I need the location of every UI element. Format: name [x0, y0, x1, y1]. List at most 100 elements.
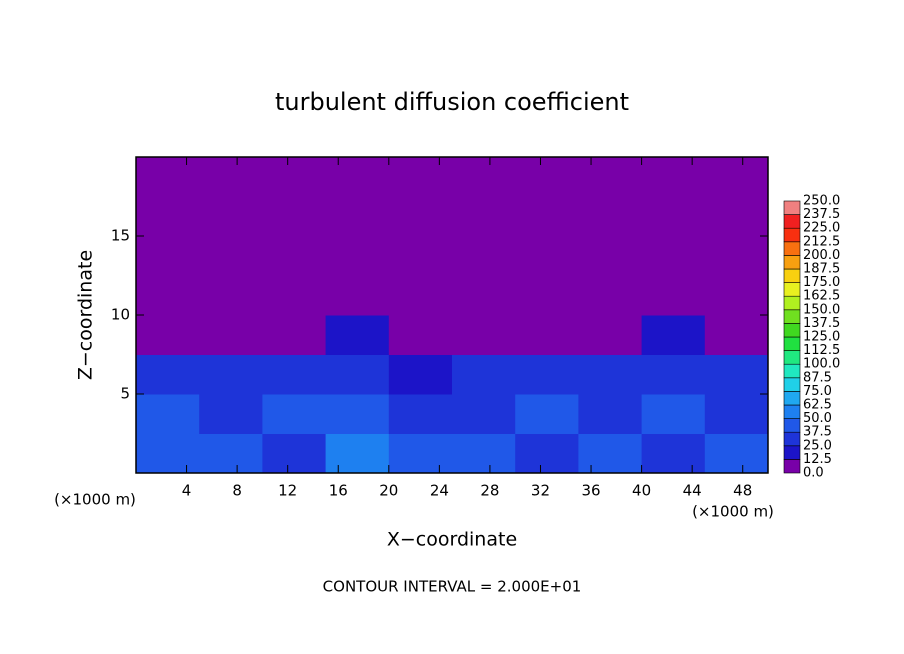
- field-cell: [325, 196, 390, 237]
- field-cell: [452, 315, 516, 355]
- field-cell: [515, 394, 579, 434]
- colorbar-label: 50.0: [803, 411, 832, 426]
- field-cell: [452, 433, 516, 474]
- field-cell: [515, 275, 579, 316]
- colorbar-swatch: [783, 309, 801, 324]
- x-tick-label: 44: [683, 482, 702, 500]
- field-cell: [136, 433, 200, 474]
- colorbar-swatch: [783, 377, 801, 392]
- x-tick-label: 16: [329, 482, 348, 500]
- field-cell: [262, 354, 327, 395]
- field-cell: [262, 196, 327, 237]
- x-tick-label: 8: [232, 482, 242, 500]
- colorbar-swatch: [783, 404, 801, 419]
- x-tick-label: 48: [733, 482, 752, 500]
- field-cell: [388, 394, 453, 434]
- field-cell: [388, 433, 453, 474]
- field-cell: [136, 157, 200, 197]
- colorbar-label: 125.0: [803, 330, 840, 345]
- field-cell: [515, 315, 579, 355]
- field-cell: [578, 354, 643, 395]
- colorbar-swatch: [783, 445, 801, 460]
- field-cell: [515, 157, 579, 197]
- field-cell: [199, 196, 263, 237]
- field-cell: [578, 433, 643, 474]
- field-cell: [388, 275, 453, 316]
- x-tick-label: 32: [531, 482, 550, 500]
- colorbar-swatch: [783, 418, 801, 433]
- colorbar-label: 187.5: [803, 262, 840, 277]
- field-cell: [641, 354, 706, 395]
- colorbar-label: 237.5: [803, 207, 840, 222]
- field-cell: [452, 157, 516, 197]
- colorbar-swatch: [783, 350, 801, 365]
- field-cell: [262, 394, 327, 434]
- x-tick-label: 40: [632, 482, 651, 500]
- footer-note: CONTOUR INTERVAL = 2.000E+01: [323, 578, 582, 596]
- field-cell: [262, 315, 327, 355]
- field-cell: [325, 157, 390, 197]
- colorbar-swatch: [783, 295, 801, 311]
- y-tick-label: 5: [120, 385, 130, 403]
- field-cell: [136, 196, 200, 237]
- field-cell: [704, 433, 769, 474]
- colorbar-swatch: [783, 200, 801, 215]
- colorbar-swatch: [783, 431, 801, 447]
- field-cell: [199, 275, 263, 316]
- field-cell: [262, 157, 327, 197]
- x-tick-label: 28: [480, 482, 499, 500]
- field-cell: [199, 433, 263, 474]
- field-cell: [199, 157, 263, 197]
- field-cell: [199, 354, 263, 395]
- colorbar-swatch: [783, 282, 801, 297]
- y-axis-title: Z−coordinate: [75, 250, 97, 380]
- field-cell: [262, 433, 327, 474]
- field-cell: [325, 236, 390, 276]
- field-cell: [578, 394, 643, 434]
- colorbar-label: 37.5: [803, 425, 832, 440]
- field-cell: [704, 236, 769, 276]
- x-tick-label: 36: [581, 482, 600, 500]
- field-cell: [704, 196, 769, 237]
- field-cell: [704, 394, 769, 434]
- field-cell: [136, 236, 200, 276]
- colorbar-label: 175.0: [803, 275, 840, 290]
- field-cell: [325, 315, 390, 355]
- field-cell: [388, 354, 453, 395]
- field-cell: [199, 236, 263, 276]
- field-cell: [199, 315, 263, 355]
- field-cell: [452, 196, 516, 237]
- y-axis-unit: (×1000 m): [54, 491, 136, 509]
- field-cell: [325, 354, 390, 395]
- field-cell: [641, 236, 706, 276]
- colorbar-swatch: [783, 255, 801, 270]
- colorbar-label: 212.5: [803, 234, 840, 249]
- field-cell: [388, 157, 453, 197]
- chart-title: turbulent diffusion coefficient: [275, 88, 629, 116]
- field-cell: [578, 196, 643, 237]
- colorbar-label: 162.5: [803, 289, 840, 304]
- field-cell: [641, 275, 706, 316]
- colorbar-label: 75.0: [803, 384, 832, 399]
- colorbar-label: 62.5: [803, 398, 832, 413]
- field-cell: [136, 354, 200, 395]
- field: [136, 157, 769, 474]
- colorbar-swatch: [783, 241, 801, 256]
- field-cell: [136, 275, 200, 316]
- colorbar-label: 25.0: [803, 438, 832, 453]
- y-tick-label: 10: [111, 306, 130, 324]
- field-cell: [325, 275, 390, 316]
- field-cell: [515, 236, 579, 276]
- x-tick-label: 12: [278, 482, 297, 500]
- field-cell: [388, 315, 453, 355]
- field-cell: [388, 196, 453, 237]
- colorbar-label: 225.0: [803, 221, 840, 236]
- field-cell: [578, 157, 643, 197]
- field-cell: [136, 315, 200, 355]
- colorbar-swatch: [783, 323, 801, 338]
- colorbar-swatch: [783, 363, 801, 379]
- colorbar-label: 112.5: [803, 343, 840, 358]
- field-cell: [515, 354, 579, 395]
- colorbar-label: 100.0: [803, 357, 840, 372]
